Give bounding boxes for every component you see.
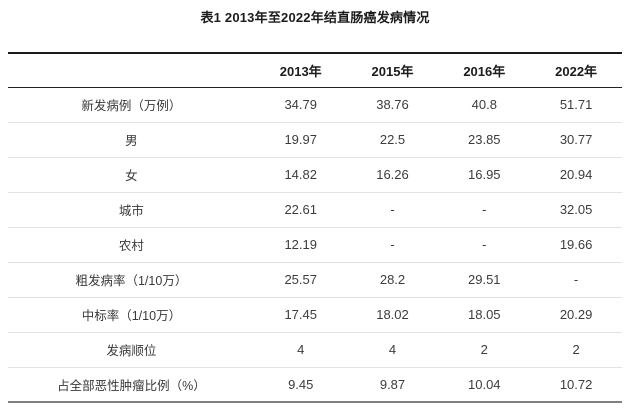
cell-value: 23.85 (438, 122, 531, 158)
cell-value: 19.66 (530, 227, 622, 263)
row-label: 发病顺位 (8, 332, 255, 368)
cell-value: 4 (346, 332, 439, 368)
cell-value: 20.94 (530, 157, 622, 193)
row-label: 占全部恶性肿瘤比例（%） (57, 378, 206, 393)
row-label: 城市 (8, 192, 255, 228)
data-table: 2013年 2015年 2016年 2022年 新发病例（万例） 34.79 3… (8, 52, 622, 403)
cell-value: 40.8 (438, 87, 531, 123)
cell-value: - (438, 192, 531, 228)
cell-value: 32.05 (530, 192, 622, 228)
cell-value: 22.61 (254, 192, 347, 228)
cell-value: 18.05 (438, 297, 531, 333)
cell-value: 2 (530, 332, 622, 368)
cell-value: 17.45 (254, 297, 347, 333)
table-row: 粗发病率（1/10万） 25.57 28.2 29.51 - (8, 262, 622, 298)
row-label: 女 (8, 157, 255, 193)
column-header-2022: 2022年 (530, 53, 622, 88)
cell-value: 30.77 (530, 122, 622, 158)
cell-value: 9.87 (379, 376, 406, 392)
cell-value: - (346, 192, 439, 228)
cell-value: - (530, 262, 622, 298)
row-label: 中标率（1/10万） (8, 297, 255, 333)
cell-value: 20.29 (530, 297, 622, 333)
cell-value: 2 (438, 332, 531, 368)
table-row: 男 19.97 22.5 23.85 30.77 (8, 122, 622, 158)
cell-value: 12.19 (254, 227, 347, 263)
header-row: 2013年 2015年 2016年 2022年 (8, 53, 622, 88)
column-header-2016: 2016年 (438, 53, 531, 88)
table-row: 中标率（1/10万） 17.45 18.02 18.05 20.29 (8, 297, 622, 333)
cell-value: - (438, 227, 531, 263)
cell-value: - (346, 227, 439, 263)
column-header-empty (8, 53, 255, 88)
cell-value: 14.82 (254, 157, 347, 193)
table-row: 发病顺位 4 4 2 2 (8, 332, 622, 368)
cell-value: 38.76 (346, 87, 439, 123)
cell-value: 10.04 (468, 376, 501, 392)
page-title: 表1 2013年至2022年结直肠癌发病情况 (200, 10, 430, 25)
cell-value: 16.26 (346, 157, 439, 193)
cell-value: 19.97 (254, 122, 347, 158)
table-row: 占全部恶性肿瘤比例（%） 9.45 9.87 10.04 10.72 (8, 367, 622, 402)
column-header-2015: 2015年 (346, 53, 439, 88)
row-label: 粗发病率（1/10万） (8, 262, 255, 298)
column-header-2013: 2013年 (254, 53, 347, 88)
table-row: 新发病例（万例） 34.79 38.76 40.8 51.71 (8, 87, 622, 123)
row-label: 新发病例（万例） (8, 87, 255, 123)
cell-value: 10.72 (559, 376, 593, 392)
cell-value: 28.2 (346, 262, 439, 298)
cell-value: 29.51 (438, 262, 531, 298)
table-container: 2013年 2015年 2016年 2022年 新发病例（万例） 34.79 3… (8, 52, 622, 403)
cell-value: 4 (254, 332, 347, 368)
cell-value: 25.57 (254, 262, 347, 298)
cell-value: 9.45 (288, 376, 314, 392)
table-row: 女 14.82 16.26 16.95 20.94 (8, 157, 622, 193)
cell-value: 16.95 (438, 157, 531, 193)
row-label: 农村 (8, 227, 255, 263)
cell-value: 18.02 (346, 297, 439, 333)
table-row: 农村 12.19 - - 19.66 (8, 227, 622, 263)
table-row: 城市 22.61 - - 32.05 (8, 192, 622, 228)
cell-value: 51.71 (530, 87, 622, 123)
cell-value: 34.79 (254, 87, 347, 123)
row-label: 男 (8, 122, 255, 158)
cell-value: 22.5 (346, 122, 439, 158)
